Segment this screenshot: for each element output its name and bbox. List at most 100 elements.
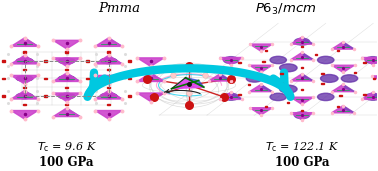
Bar <box>301 45 303 47</box>
Bar <box>23 69 26 70</box>
Polygon shape <box>95 90 122 99</box>
Bar <box>337 106 339 107</box>
Polygon shape <box>249 108 273 115</box>
Polygon shape <box>108 55 122 64</box>
Ellipse shape <box>294 112 310 119</box>
Text: Pmma: Pmma <box>98 2 140 15</box>
Polygon shape <box>249 84 272 92</box>
Bar <box>363 62 366 63</box>
Polygon shape <box>53 108 80 117</box>
Ellipse shape <box>341 75 358 82</box>
Text: 100 GPa: 100 GPa <box>39 156 94 169</box>
Bar <box>2 60 5 62</box>
Text: $T_{\mathrm{c}}$ = 9.6 K: $T_{\mathrm{c}}$ = 9.6 K <box>37 140 96 154</box>
Ellipse shape <box>59 76 75 81</box>
Polygon shape <box>343 84 355 92</box>
Bar <box>262 61 265 62</box>
Ellipse shape <box>318 56 334 64</box>
Ellipse shape <box>365 93 378 100</box>
Bar <box>2 78 5 79</box>
Bar <box>128 95 131 97</box>
Polygon shape <box>11 75 38 84</box>
Bar <box>44 60 47 62</box>
Text: 100 GPa: 100 GPa <box>275 156 329 169</box>
Ellipse shape <box>280 85 297 93</box>
Bar <box>128 60 131 62</box>
Polygon shape <box>172 78 204 89</box>
Polygon shape <box>137 58 164 66</box>
Ellipse shape <box>16 58 33 63</box>
Bar <box>339 95 342 96</box>
Polygon shape <box>291 97 313 104</box>
Polygon shape <box>95 55 122 64</box>
Polygon shape <box>95 38 122 46</box>
Ellipse shape <box>246 75 263 82</box>
Bar <box>86 60 89 62</box>
Polygon shape <box>137 73 164 81</box>
Text: $T_{\mathrm{c}}$ = 122.1 K: $T_{\mathrm{c}}$ = 122.1 K <box>265 140 339 154</box>
Bar <box>287 102 289 103</box>
Polygon shape <box>332 42 354 49</box>
Polygon shape <box>108 90 122 99</box>
Bar <box>23 104 26 106</box>
Polygon shape <box>25 55 38 64</box>
Polygon shape <box>25 90 38 99</box>
Polygon shape <box>249 65 272 73</box>
Bar <box>107 104 110 106</box>
Bar <box>301 110 303 111</box>
Bar <box>44 95 47 97</box>
Polygon shape <box>67 73 80 81</box>
Polygon shape <box>67 108 80 117</box>
Polygon shape <box>249 44 273 51</box>
Polygon shape <box>220 92 242 99</box>
Bar <box>280 83 283 84</box>
Polygon shape <box>261 84 272 92</box>
Polygon shape <box>108 38 122 46</box>
Polygon shape <box>11 38 38 46</box>
Bar <box>239 94 241 95</box>
Polygon shape <box>343 42 354 49</box>
Polygon shape <box>25 38 38 46</box>
Polygon shape <box>343 106 354 113</box>
Polygon shape <box>332 106 354 113</box>
Bar <box>107 87 110 88</box>
Bar <box>239 62 241 63</box>
Bar <box>2 95 5 97</box>
Polygon shape <box>53 58 80 66</box>
Polygon shape <box>361 57 378 65</box>
Bar <box>65 104 68 106</box>
Bar <box>65 51 68 53</box>
Polygon shape <box>53 73 80 81</box>
Bar <box>44 78 47 79</box>
Bar <box>363 94 366 95</box>
Bar <box>86 95 89 97</box>
Polygon shape <box>53 93 80 102</box>
Ellipse shape <box>101 93 117 99</box>
Ellipse shape <box>223 93 239 100</box>
Bar <box>65 87 68 88</box>
Ellipse shape <box>280 64 297 72</box>
Polygon shape <box>186 78 204 87</box>
Bar <box>86 78 89 79</box>
Polygon shape <box>332 65 355 73</box>
Ellipse shape <box>16 76 33 81</box>
Polygon shape <box>11 90 38 99</box>
Ellipse shape <box>101 76 117 81</box>
Bar <box>315 54 317 55</box>
Bar <box>321 83 324 84</box>
Ellipse shape <box>16 93 33 99</box>
Ellipse shape <box>318 93 334 101</box>
Polygon shape <box>11 55 38 64</box>
Bar <box>248 84 251 85</box>
Polygon shape <box>220 57 242 65</box>
Polygon shape <box>302 74 313 81</box>
Ellipse shape <box>321 75 338 82</box>
Bar <box>65 69 68 70</box>
Ellipse shape <box>223 57 239 63</box>
Ellipse shape <box>59 93 75 99</box>
Ellipse shape <box>59 76 75 81</box>
Ellipse shape <box>101 58 117 63</box>
Ellipse shape <box>270 56 287 64</box>
Polygon shape <box>372 76 378 83</box>
Polygon shape <box>95 110 122 119</box>
